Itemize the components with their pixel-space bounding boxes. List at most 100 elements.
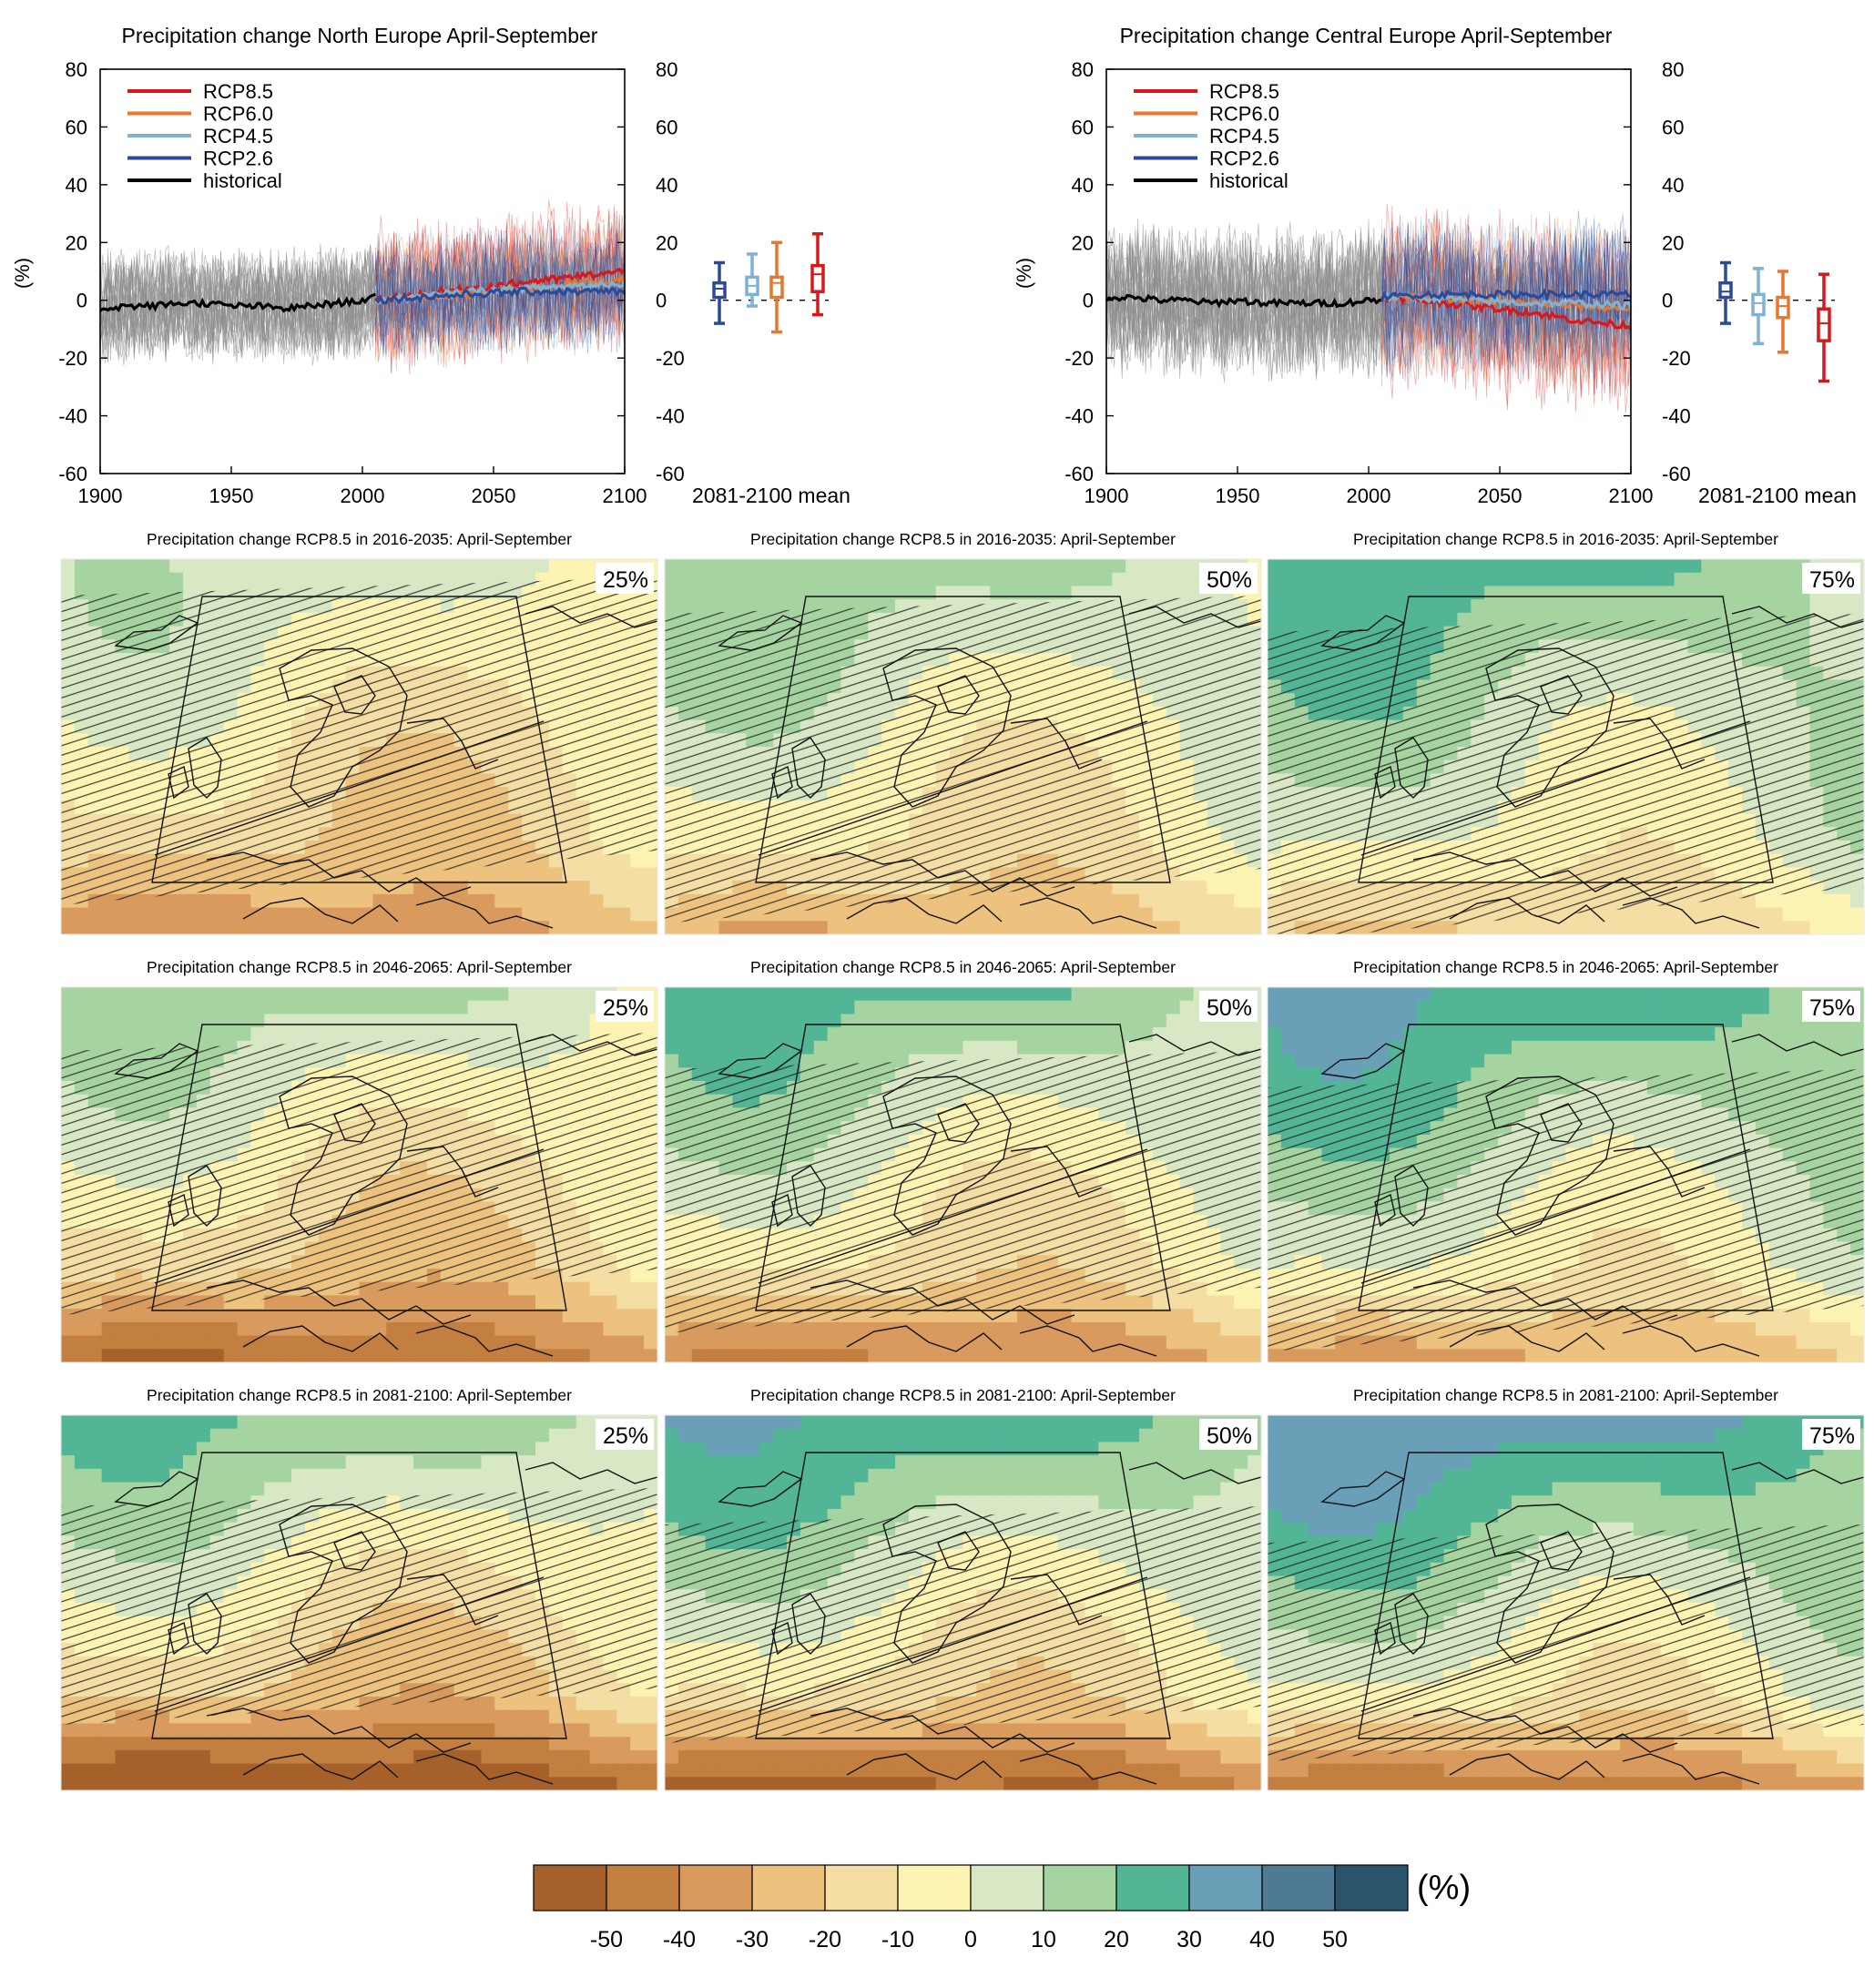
field-cell <box>562 1000 577 1015</box>
field-cell <box>1234 893 1248 909</box>
field-cell <box>908 586 923 600</box>
field-cell <box>413 1014 428 1028</box>
percentile-label: 25% <box>603 567 648 593</box>
field-cell <box>1280 586 1296 600</box>
field-cell <box>786 572 801 587</box>
field-cell <box>318 559 333 574</box>
field-cell <box>223 1027 239 1042</box>
field-cell <box>854 559 869 574</box>
field-cell <box>1715 907 1729 922</box>
field-cell <box>1294 572 1309 587</box>
field-cell <box>250 572 265 587</box>
field-cell <box>87 921 103 934</box>
field-cell <box>840 572 856 587</box>
field-cell <box>467 921 483 934</box>
field-cell <box>237 559 252 574</box>
field-cell <box>548 1000 564 1015</box>
field-cell <box>182 1000 198 1015</box>
xtick-label: 2100 <box>603 484 647 507</box>
legend-label: historical <box>203 169 282 192</box>
scenario-member-line <box>1381 219 1632 373</box>
field-cell <box>1349 559 1363 574</box>
scenario-member-line <box>1381 226 1632 384</box>
field-cell <box>1674 559 1689 574</box>
field-cell <box>705 921 720 934</box>
field-cell <box>1457 599 1472 614</box>
region-box <box>1358 596 1774 883</box>
field-cell <box>1112 881 1126 895</box>
scenario-member-line <box>1381 224 1632 413</box>
ytick-label: -60 <box>1064 463 1094 485</box>
field-cell <box>101 987 117 1002</box>
scenario-member-line <box>1381 234 1632 410</box>
map-field <box>1268 559 1864 934</box>
ytick-label: -20 <box>1064 347 1094 370</box>
field-cell <box>949 921 964 934</box>
field-cell <box>589 921 605 934</box>
field-cell <box>1112 559 1126 574</box>
ytick-label: -20 <box>58 347 87 370</box>
ytick-label-right: 60 <box>656 116 677 138</box>
field-cell <box>1057 559 1073 574</box>
field-cell <box>494 907 509 922</box>
field-cell <box>1308 559 1323 574</box>
scenario-member-line <box>1381 225 1632 382</box>
field-cell <box>481 921 495 934</box>
field-cell <box>1152 586 1167 600</box>
field-cell <box>1139 907 1154 922</box>
field-cell <box>467 1014 483 1028</box>
legend-label: RCP4.5 <box>203 125 273 148</box>
field-cell <box>1268 586 1282 600</box>
coastline <box>168 765 189 800</box>
field-cell <box>1728 921 1743 934</box>
coastline <box>791 737 826 799</box>
field-cell <box>1017 907 1032 922</box>
field-cell <box>677 559 693 574</box>
field-cell <box>1085 921 1099 934</box>
coastline <box>242 897 399 924</box>
field-cell <box>1498 572 1512 587</box>
field-cell <box>1030 572 1045 587</box>
field-cell <box>1193 907 1208 922</box>
field-cell <box>426 881 442 895</box>
field-cell <box>922 572 937 587</box>
field-cell <box>1552 921 1567 934</box>
field-cell <box>413 559 428 574</box>
field-cell <box>603 881 617 895</box>
field-cell <box>1179 881 1195 895</box>
field-cell <box>1335 559 1349 574</box>
field-cell <box>345 881 361 895</box>
field-cell <box>1796 893 1811 909</box>
field-cell <box>359 572 373 587</box>
field-cell <box>196 1027 211 1042</box>
field-cell <box>1017 586 1032 600</box>
field-cell <box>895 907 910 922</box>
field-cell <box>535 1014 550 1028</box>
field-cell <box>453 987 469 1002</box>
boxes-label-central: 2081-2100 mean <box>1698 484 1857 507</box>
scenario-member-line <box>375 219 626 362</box>
field-cell <box>1484 572 1499 587</box>
coastline <box>1019 897 1157 929</box>
field-cell <box>467 559 483 574</box>
box-iqr-rcp45 <box>1751 292 1766 317</box>
field-cell <box>1809 893 1824 909</box>
field-cell <box>677 586 693 600</box>
field-cell <box>494 881 509 895</box>
field-cell <box>386 1014 401 1028</box>
field-cell <box>1098 907 1113 922</box>
field-cell <box>1044 907 1059 922</box>
field-cell <box>1268 599 1282 614</box>
field-cell <box>1728 572 1743 587</box>
field-cell <box>291 907 306 922</box>
scenario-member-line <box>375 227 626 357</box>
field-cell <box>156 893 170 909</box>
field-cell <box>331 1027 347 1042</box>
field-cell <box>1416 599 1431 614</box>
field-cell <box>1660 559 1675 574</box>
field-cell <box>372 893 387 909</box>
xtick-label: 1950 <box>209 484 254 507</box>
field-cell <box>481 867 495 882</box>
field-cell <box>413 572 428 587</box>
field-cell <box>1179 907 1195 922</box>
